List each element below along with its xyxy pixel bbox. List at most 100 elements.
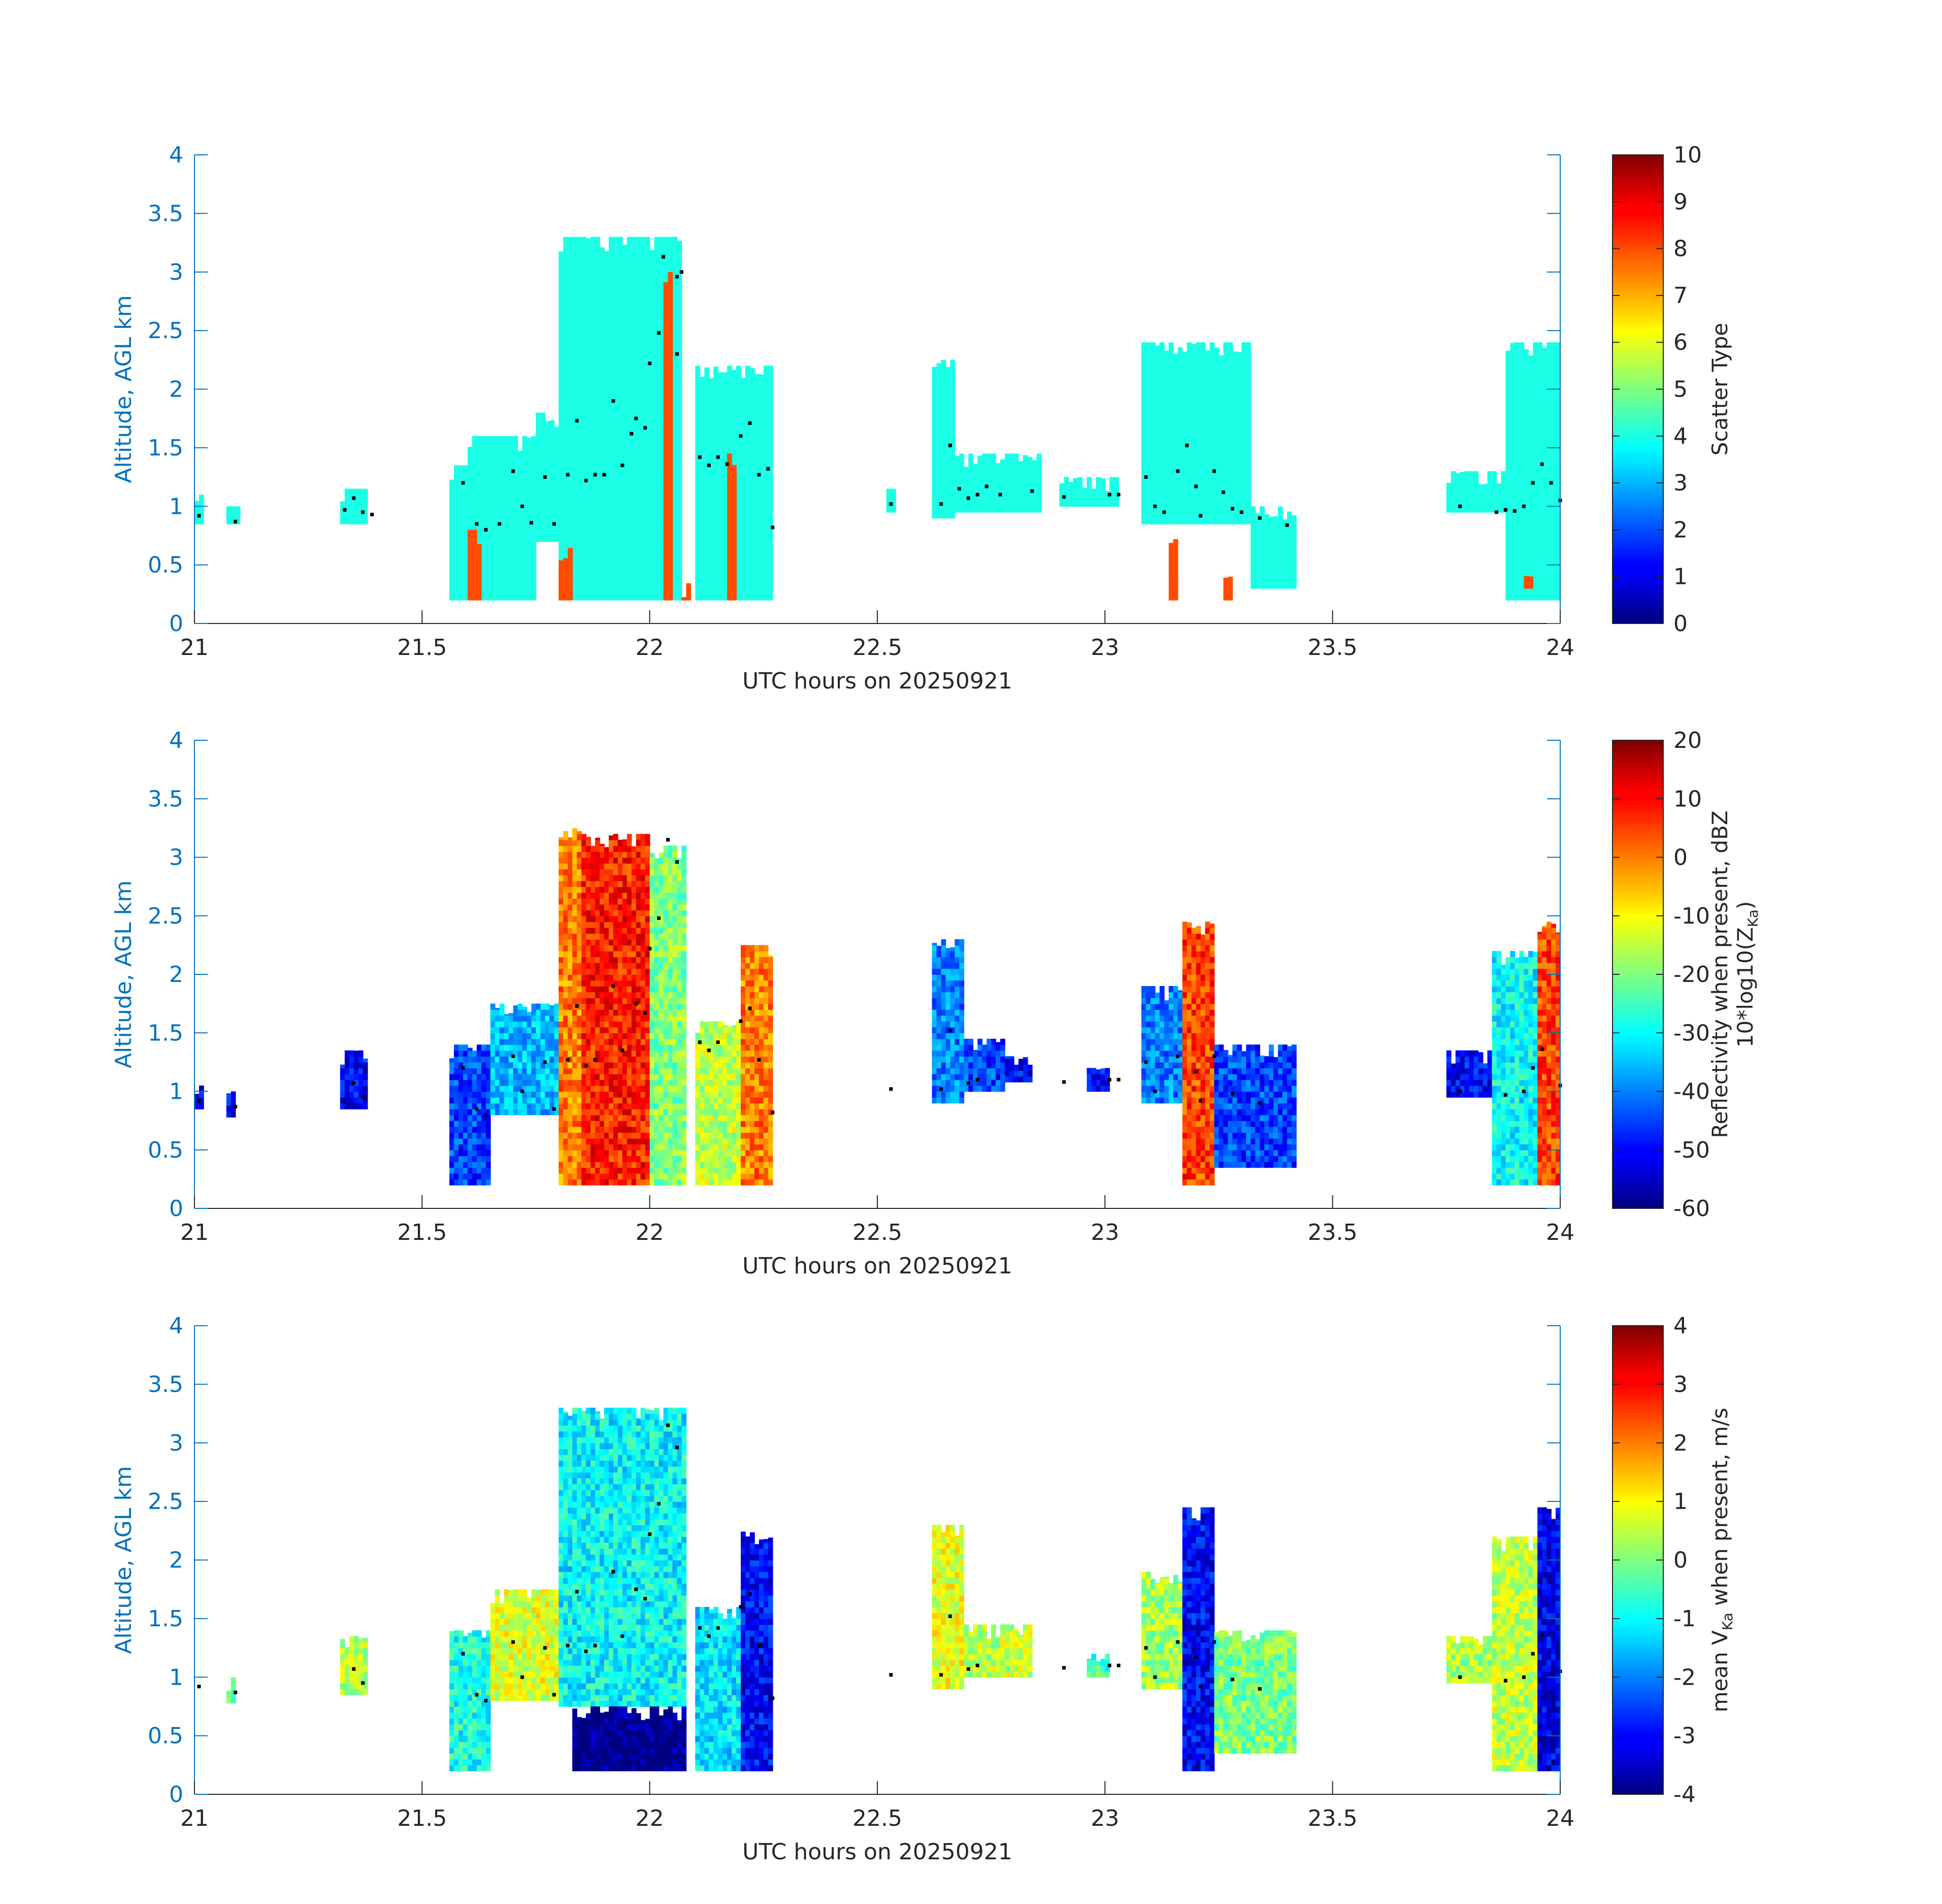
heatmap-cell [631,547,637,554]
heatmap-cell [1191,389,1197,396]
heatmap-cell [463,594,468,601]
heatmap-cell [586,366,591,372]
heatmap-cell [1515,342,1520,349]
heatmap-cell [672,254,678,261]
heatmap-cell [1282,576,1288,583]
heatmap-cell [695,412,701,419]
heatmap-cell [649,535,655,542]
heatmap-cell [672,407,678,413]
heatmap-cell [1237,430,1242,437]
heatmap-cell [613,483,618,489]
heatmap-cell [577,465,582,472]
heatmap-cell [613,518,618,524]
heatmap-cell [563,512,569,519]
heatmap-cell [1542,447,1547,454]
heatmap-cell [695,389,701,396]
heatmap-cell [718,447,723,454]
heatmap-cell [718,389,723,396]
heatmap-cell [1150,453,1156,460]
heatmap-cell [1487,495,1493,501]
heatmap-cell [636,301,641,308]
heatmap-cell [1524,530,1529,536]
heatmap-cell [677,471,682,478]
heatmap-cell [663,518,669,524]
heatmap-cell [1556,582,1561,589]
heatmap-cell [749,407,755,413]
heatmap-cell [617,495,623,501]
heatmap-cell [763,483,769,489]
heatmap-cell [1451,477,1456,483]
heatmap-cell [1551,366,1556,372]
heatmap-cell [645,576,650,583]
heatmap-cell [468,465,473,472]
heatmap-cell [1273,582,1278,589]
heatmap-cell [472,436,477,443]
heatmap-cell [504,547,509,554]
heatmap-cell [349,500,354,507]
heatmap-cell [1214,424,1220,431]
heatmap-cell [581,371,586,378]
heatmap-cell [1537,383,1542,390]
heatmap-cell [526,483,532,489]
heatmap-cell [1269,541,1274,548]
heatmap-cell [1232,471,1238,478]
heatmap-cell [1241,342,1247,349]
heatmap-cell [1219,412,1224,419]
heatmap-cell [595,266,600,273]
heatmap-cell [1237,424,1242,431]
heatmap-cell [568,307,573,314]
heatmap-cell [1059,495,1065,501]
heatmap-cell [936,447,942,454]
heatmap-cell [1528,436,1533,443]
heatmap-cell [1255,523,1260,531]
heatmap-cell [1146,500,1151,507]
heatmap-cell [568,576,573,583]
heatmap-cell [1496,506,1502,513]
heatmap-cell [1177,424,1183,431]
heatmap-cell [577,313,582,319]
heatmap-cell [581,283,586,290]
heatmap-cell [763,477,769,483]
heatmap-cell [636,354,641,360]
heatmap-cell [454,594,459,601]
heatmap-cell [1542,477,1547,483]
heatmap-cell [617,594,623,601]
heatmap-cell [531,594,537,601]
heatmap-cell [1556,377,1561,384]
heatmap-cell [495,436,500,443]
heatmap-cell [745,576,750,583]
heatmap-cell [768,459,773,466]
heatmap-cell [1551,541,1556,548]
heatmap-cell [722,495,728,501]
heatmap-cell [1146,354,1151,360]
heatmap-cell [581,459,586,466]
heatmap-cell [1551,523,1556,531]
heatmap-cell [349,518,354,524]
heatmap-cell [654,348,660,354]
heatmap-cell [558,348,564,354]
heatmap-cell [722,372,728,378]
heatmap-cell [695,453,701,460]
heatmap-cell [1551,465,1556,472]
heatmap-cell [513,453,518,460]
heatmap-cell [1023,455,1028,460]
heatmap-cell [549,523,555,531]
heatmap-cell [1228,465,1233,472]
heatmap-cell [964,477,969,483]
heatmap-cell [659,412,664,419]
heatmap-cell [581,530,586,536]
heatmap-cell [1537,395,1542,402]
heatmap-cell [508,506,514,513]
heatmap-cell [1219,424,1224,431]
heatmap-cell [581,395,586,402]
heatmap-cell [476,471,482,478]
heatmap-cell [1187,366,1192,372]
heatmap-region [468,436,537,601]
heatmap-cell [600,407,605,413]
heatmap-cell [704,506,710,513]
heatmap-cell [1528,430,1533,437]
heatmap-cell [741,377,746,384]
heatmap-cell [563,535,569,542]
heatmap-cell [590,412,596,419]
heatmap-cell [1255,541,1260,548]
